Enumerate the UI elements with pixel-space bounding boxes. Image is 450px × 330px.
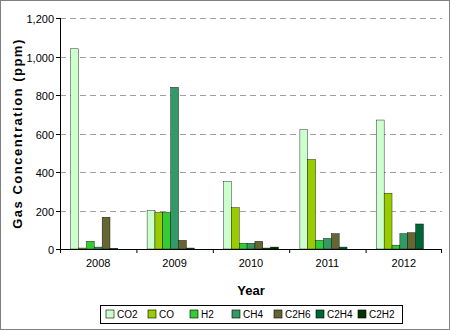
bar bbox=[384, 193, 392, 249]
legend-swatch bbox=[190, 310, 198, 318]
category-label: 2012 bbox=[392, 257, 416, 269]
bar bbox=[155, 212, 163, 249]
bar bbox=[323, 238, 331, 249]
bar bbox=[147, 211, 155, 250]
x-axis bbox=[60, 249, 442, 250]
tick bbox=[56, 249, 60, 250]
bar bbox=[339, 247, 347, 249]
legend-label: C2H2 bbox=[369, 309, 395, 320]
bar bbox=[263, 248, 271, 249]
bar bbox=[110, 248, 118, 249]
tick bbox=[56, 57, 60, 58]
tick-label: 600 bbox=[36, 129, 54, 141]
bar bbox=[255, 241, 263, 249]
bar bbox=[118, 249, 126, 250]
legend-label: CO bbox=[159, 309, 174, 320]
bar bbox=[94, 247, 102, 249]
bar bbox=[308, 159, 316, 249]
legend-swatch bbox=[316, 310, 324, 318]
border bbox=[1, 1, 450, 330]
tick-label: 800 bbox=[36, 90, 54, 102]
category-label: 2011 bbox=[316, 257, 340, 269]
bar bbox=[102, 217, 110, 249]
tick-label: 0 bbox=[48, 244, 54, 256]
bar bbox=[331, 234, 339, 249]
bar bbox=[79, 248, 87, 249]
grid-line bbox=[60, 172, 442, 173]
bar bbox=[408, 233, 416, 249]
bar bbox=[186, 248, 194, 249]
bar bbox=[347, 249, 355, 250]
legend-label: C2H4 bbox=[327, 309, 353, 320]
bar bbox=[239, 243, 247, 249]
x-tick bbox=[289, 249, 290, 253]
bar bbox=[316, 240, 324, 249]
bar bbox=[416, 224, 424, 249]
legend-swatch bbox=[274, 310, 282, 318]
bar bbox=[423, 249, 431, 250]
legend-label: H2 bbox=[201, 309, 214, 320]
grid-line bbox=[60, 57, 442, 58]
bars bbox=[71, 49, 424, 249]
grid-line bbox=[60, 18, 442, 19]
grid-line bbox=[60, 95, 442, 96]
tick bbox=[56, 95, 60, 96]
category-label: 2009 bbox=[162, 257, 186, 269]
y-axis bbox=[60, 18, 61, 249]
category-label: 2010 bbox=[239, 257, 263, 269]
legend-label: C2H6 bbox=[285, 309, 311, 320]
tick-label: 400 bbox=[36, 167, 54, 179]
x-tick bbox=[136, 249, 137, 253]
bar bbox=[179, 240, 187, 249]
bar bbox=[271, 247, 279, 249]
legend: CO2 CO H2 CH4 C2H6 C2H4 C2H2 bbox=[101, 306, 403, 324]
bar bbox=[247, 243, 255, 249]
x-tick bbox=[441, 249, 442, 253]
legend-swatch bbox=[232, 310, 240, 318]
bar bbox=[223, 182, 231, 249]
x-tick bbox=[60, 249, 61, 253]
x-tick bbox=[213, 249, 214, 253]
legend-label: CO2 bbox=[117, 309, 138, 320]
tick bbox=[56, 18, 60, 19]
legend-box bbox=[101, 306, 403, 324]
tick-label: 1,200 bbox=[26, 13, 54, 25]
tick bbox=[56, 172, 60, 173]
legend-swatch bbox=[106, 310, 114, 318]
chart: 0 200 400 600 800 1,000 1,200 2008 2009 2010 2011 2… bbox=[0, 0, 450, 330]
tick bbox=[56, 211, 60, 212]
y-axis-title: Gas Concentration (ppm) bbox=[10, 38, 25, 229]
bar bbox=[163, 212, 171, 249]
bar bbox=[86, 241, 94, 249]
legend-swatch bbox=[148, 310, 156, 318]
bar bbox=[300, 130, 308, 249]
x-tick bbox=[366, 249, 367, 253]
bar bbox=[392, 245, 400, 249]
x-axis-title: Year bbox=[237, 283, 264, 298]
grid-line bbox=[60, 134, 442, 135]
bar bbox=[231, 208, 239, 249]
bar bbox=[400, 234, 408, 249]
tick bbox=[56, 134, 60, 135]
tick-label: 1,000 bbox=[26, 52, 54, 64]
bar bbox=[376, 120, 384, 249]
category-label: 2008 bbox=[86, 257, 110, 269]
bar bbox=[171, 87, 179, 249]
bar bbox=[71, 49, 79, 249]
legend-swatch bbox=[358, 310, 366, 318]
tick-label: 200 bbox=[36, 206, 54, 218]
legend-label: CH4 bbox=[243, 309, 263, 320]
bar bbox=[194, 249, 202, 250]
